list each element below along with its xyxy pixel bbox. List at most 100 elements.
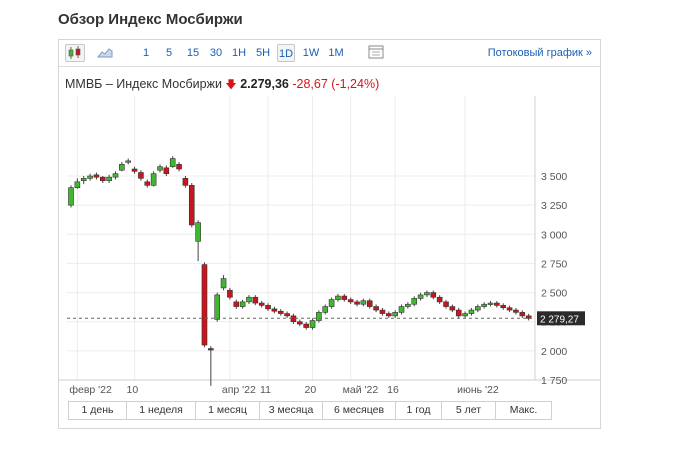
candle-body xyxy=(443,301,449,307)
range-button-2[interactable]: 1 месяц xyxy=(196,402,260,419)
candle-body xyxy=(487,302,494,305)
last-price-badge xyxy=(537,311,585,326)
candle-body xyxy=(316,312,322,321)
candle-body xyxy=(405,303,411,307)
range-button-7[interactable]: Макс. xyxy=(509,404,538,416)
candle-body xyxy=(417,294,424,299)
interval-button-1m[interactable]: 1M xyxy=(328,47,344,59)
price-change: -28,67 xyxy=(292,77,328,91)
candlestick-icon[interactable] xyxy=(65,44,85,62)
candle-body xyxy=(239,301,246,307)
candle-body xyxy=(131,168,138,172)
x-tick-label: май '22 xyxy=(343,384,379,396)
quote-line: ММВБ – Индекс Мосбиржи 🡇 2.279,36 -28,67… xyxy=(65,76,379,95)
candle-body xyxy=(297,321,303,325)
range-button-0[interactable]: 1 день xyxy=(69,402,127,419)
last-price: 2.279,36 xyxy=(240,77,289,91)
candle-body xyxy=(112,173,119,178)
y-tick-label: 3 000 xyxy=(541,229,567,241)
range-button-5[interactable]: 1 год xyxy=(396,402,442,419)
interval-button-5h[interactable]: 5H xyxy=(255,47,271,59)
candle-body xyxy=(220,278,227,289)
y-tick-label: 2 000 xyxy=(541,346,567,358)
candle-body xyxy=(163,167,170,174)
candle-body xyxy=(373,306,379,311)
range-button-4[interactable]: 6 месяцев xyxy=(323,402,396,419)
interval-button-1[interactable]: 1 xyxy=(142,47,150,59)
candle-body xyxy=(271,308,278,312)
candle-body xyxy=(386,313,392,317)
candle-body xyxy=(392,312,398,317)
candle-body xyxy=(322,306,329,313)
y-tick-label: 2 750 xyxy=(541,258,567,270)
candle-body xyxy=(252,296,259,304)
candle-body xyxy=(233,301,240,307)
candle-body xyxy=(201,264,208,346)
candle-body xyxy=(125,160,132,163)
y-tick-label: 3 250 xyxy=(541,200,567,212)
candle-body xyxy=(119,164,125,171)
candle-body xyxy=(525,315,532,319)
x-tick-label: 20 xyxy=(305,384,317,396)
candle-body xyxy=(474,306,481,311)
x-tick-label: 16 xyxy=(387,384,399,396)
y-tick-label: 1 750 xyxy=(541,375,567,387)
y-tick-label: 2 500 xyxy=(541,288,567,300)
range-button-3[interactable]: 3 месяца xyxy=(260,402,323,419)
candle-body xyxy=(265,305,271,310)
interval-button-1w[interactable]: 1W xyxy=(302,47,320,59)
candle-body xyxy=(93,174,100,178)
price-change-percent: (-1,24%) xyxy=(331,77,380,91)
interval-button-1h[interactable]: 1H xyxy=(231,47,247,59)
candle-body xyxy=(80,178,87,181)
x-tick-label: февр '22 xyxy=(69,384,112,396)
candle-body xyxy=(68,187,74,206)
y-tick-label: 3 500 xyxy=(541,171,567,183)
candle-body xyxy=(430,292,437,298)
candle-body xyxy=(246,296,252,303)
candle-body xyxy=(513,309,519,313)
candle-body xyxy=(347,299,354,303)
chart-toolbar: 1 5 15 30 1H 5H 1D 1W 1M Потоковый график » xyxy=(59,40,600,67)
candle-body xyxy=(354,301,360,305)
candle-body xyxy=(157,166,163,171)
candle-body xyxy=(379,309,386,314)
candle-body xyxy=(449,306,456,311)
area-chart-icon[interactable] xyxy=(96,44,116,62)
interval-button-5[interactable]: 5 xyxy=(165,47,173,59)
candle-body xyxy=(519,312,526,317)
range-selector: 1 день 1 неделя 1 месяц 3 месяца 6 месяцев 1 … xyxy=(68,401,552,420)
page-title: Обзор Индекс Мосбиржи xyxy=(58,11,243,28)
candle-body xyxy=(176,164,182,170)
interval-button-1d[interactable]: 1D xyxy=(277,44,295,62)
candle-body xyxy=(182,178,189,186)
candle-body xyxy=(494,302,500,306)
candle-body xyxy=(74,181,81,188)
interval-button-30[interactable]: 30 xyxy=(209,47,223,59)
candle-body xyxy=(188,185,195,226)
candle-body xyxy=(462,313,468,317)
last-price-label: 2 279,27 xyxy=(540,314,579,325)
down-arrow-icon: 🡇 xyxy=(225,79,237,91)
candle-body xyxy=(436,296,443,303)
candle-body xyxy=(411,298,418,305)
candle-body xyxy=(277,310,284,314)
candle-body xyxy=(144,181,151,186)
stream-chart-link[interactable]: Потоковый график » xyxy=(487,47,592,59)
candle-body xyxy=(208,348,214,351)
range-button-6[interactable]: 5 лет xyxy=(442,402,496,419)
candle-body xyxy=(335,295,341,300)
x-tick-label: июнь '22 xyxy=(457,384,499,396)
candle-body xyxy=(258,302,265,306)
candle-body xyxy=(106,176,112,181)
table-icon[interactable] xyxy=(367,44,387,62)
candle-body xyxy=(506,307,513,311)
range-button-1[interactable]: 1 неделя xyxy=(127,402,196,419)
candle-body xyxy=(99,176,106,181)
candle-body xyxy=(150,173,157,186)
candle-body xyxy=(424,292,430,296)
candle-body xyxy=(360,300,367,305)
interval-button-15[interactable]: 15 xyxy=(186,47,200,59)
instrument-name: ММВБ – Индекс Мосбиржи xyxy=(65,77,222,91)
